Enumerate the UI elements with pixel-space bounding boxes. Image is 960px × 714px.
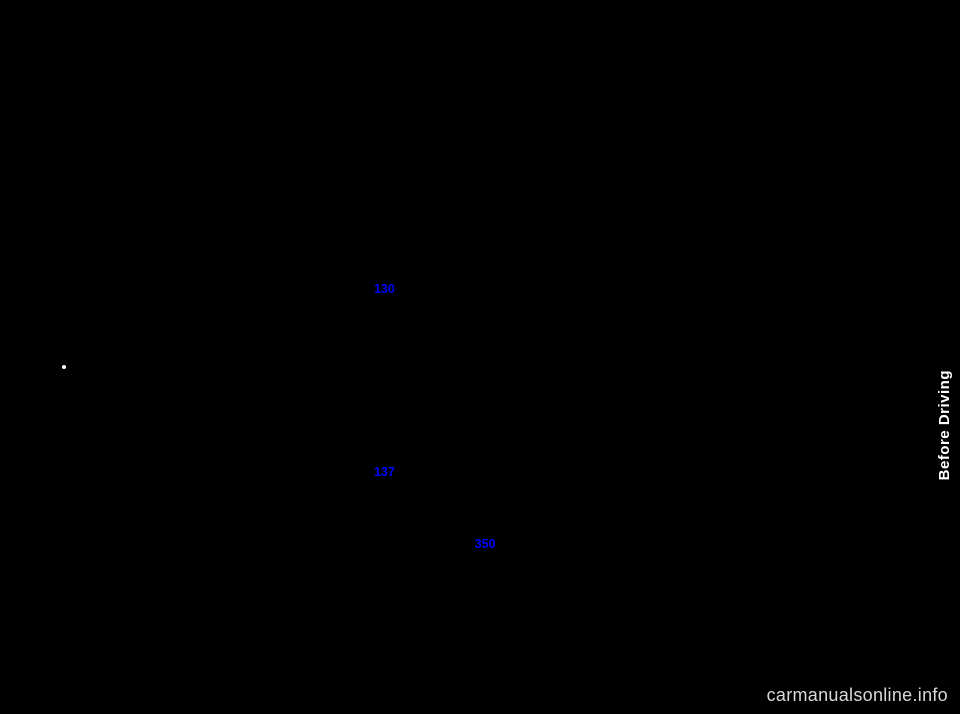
column-2: After all occupants have adjusted their … — [310, 130, 545, 568]
col2-p3-text: See page . Regardless of your seating ch… — [310, 498, 529, 551]
page-title: µProtecting Adults and Teens — [60, 70, 369, 96]
title-text: Protecting Adults and Teens — [73, 70, 369, 95]
page-number: 13 — [884, 648, 900, 664]
manual-page: µProtecting Adults and Teens Introductio… — [0, 0, 960, 714]
side-tab: Before Driving — [928, 320, 960, 530]
col2-xref-line-2: See page . 137 — [310, 463, 545, 482]
col1-subhead: Introduction — [60, 130, 295, 149]
col3-para-2: If you are pregnant, the best way to pro… — [560, 266, 795, 382]
col2-xref-line-1: See page . 130 — [310, 280, 545, 299]
footer-rule — [60, 623, 900, 624]
col2-para-1: After all occupants have adjusted their … — [310, 130, 545, 266]
col2-para-3: See page . Regardless of your seating ch… — [310, 496, 545, 554]
col1-para-2: See pages for important guidelines on ho… — [60, 266, 295, 344]
header-rule — [60, 54, 900, 55]
title-prefix: µ — [60, 70, 73, 95]
side-tab-label: Before Driving — [936, 370, 953, 480]
col3-para-1: In addition, an occupant who is out of p… — [560, 130, 795, 227]
column-1: Introduction The following pages provide… — [60, 130, 295, 422]
col2-xref-2-prefix: See page . — [310, 465, 370, 479]
col1-p2-text: See pages for important guidelines on ho… — [60, 268, 278, 340]
col1-bullet-1: A front passenger should adjust the seat… — [60, 358, 295, 416]
col1-para-1: The following pages provide instructions… — [60, 155, 295, 252]
column-3: In addition, an occupant who is out of p… — [560, 130, 795, 397]
col3-subhead: Advice for Pregnant Women — [560, 241, 795, 260]
bullet-icon — [60, 358, 72, 416]
col1-bullet-1-text: A front passenger should adjust the seat… — [72, 358, 295, 416]
page-xref-130[interactable]: 130 — [374, 282, 395, 296]
page-xref-350[interactable]: 350 — [475, 537, 496, 551]
col2-para-2: Sitting improperly can increase the chan… — [310, 313, 545, 449]
section-label: Driver and Passenger Safety — [737, 630, 900, 644]
watermark: carmanualsonline.info — [767, 685, 948, 706]
col2-xref-1-prefix: See page . — [310, 282, 370, 296]
page-xref-137[interactable]: 137 — [374, 465, 395, 479]
